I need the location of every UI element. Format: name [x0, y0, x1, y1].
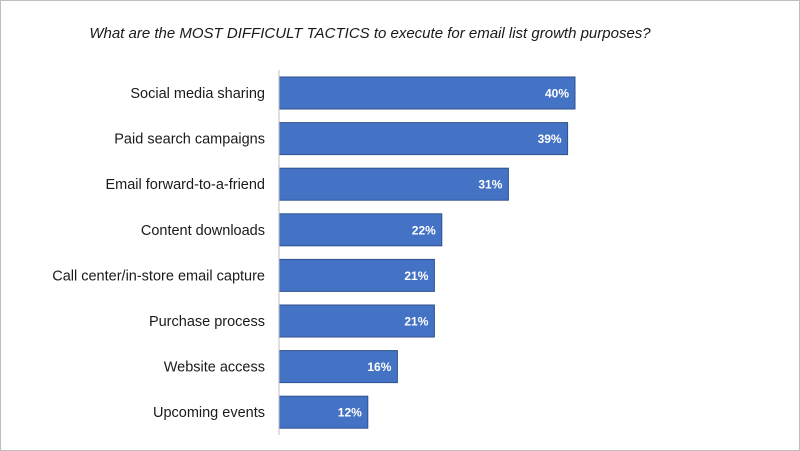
bar-4 [278, 213, 443, 247]
category-label: Social media sharing [130, 86, 265, 102]
bar-1 [278, 76, 576, 110]
bar-3 [278, 167, 509, 201]
bars-group [278, 76, 576, 429]
category-label: Email forward-to-a-friend [105, 177, 265, 193]
value-label: 22% [412, 223, 436, 237]
value-label: 39% [538, 132, 562, 146]
value-label: 12% [338, 406, 362, 420]
category-label: Content downloads [141, 223, 265, 239]
chart-title: What are the MOST DIFFICULT TACTICS to e… [89, 25, 651, 42]
bar-7 [278, 350, 398, 384]
value-label: 31% [478, 178, 502, 192]
category-label: Upcoming events [153, 405, 265, 421]
category-label: Paid search campaigns [114, 132, 265, 148]
category-label: Call center/in-store email capture [52, 268, 265, 284]
value-label: 21% [404, 315, 428, 329]
bar-2 [278, 122, 569, 156]
value-label: 40% [545, 87, 569, 101]
value-labels-group: 40% 39% 31% 22% 21% 21% 16% 12% [338, 87, 570, 420]
bar-6 [278, 304, 435, 338]
category-label: Purchase process [149, 314, 265, 330]
category-label: Website access [164, 360, 265, 376]
category-labels-group: Social media sharing Paid search campaign… [52, 86, 265, 421]
bar-8 [278, 395, 369, 429]
value-label: 16% [367, 360, 391, 374]
value-label: 21% [404, 269, 428, 283]
